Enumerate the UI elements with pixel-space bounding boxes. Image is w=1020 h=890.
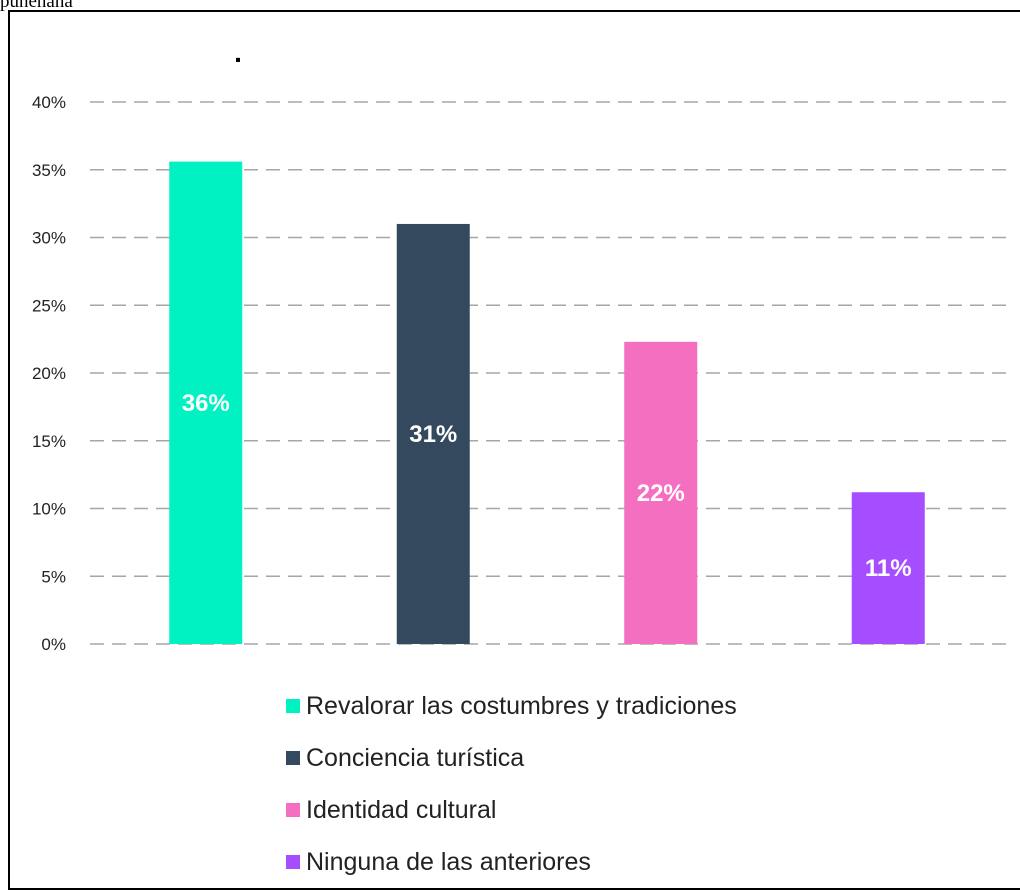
- y-tick-label: 35%: [32, 161, 66, 180]
- legend-label: Ninguna de las anteriores: [306, 847, 591, 876]
- legend-swatch: [286, 803, 300, 817]
- bars: [169, 161, 925, 644]
- legend-item: Conciencia turística: [286, 732, 737, 784]
- y-tick-label: 5%: [41, 567, 66, 586]
- y-tick-label: 30%: [32, 229, 66, 248]
- legend-label: Identidad cultural: [306, 795, 497, 824]
- legend-item: Identidad cultural: [286, 784, 737, 836]
- legend-swatch: [286, 751, 300, 765]
- legend-swatch: [286, 699, 300, 713]
- y-axis-ticks: 0% 5% 10% 15% 20% 25% 30% 35% 40%: [32, 93, 66, 654]
- y-tick-label: 0%: [41, 635, 66, 654]
- bar: [624, 341, 698, 644]
- legend-item: Revalorar las costumbres y tradiciones: [286, 680, 737, 732]
- legend-label: Conciencia turística: [306, 743, 525, 772]
- y-tick-label: 40%: [32, 93, 66, 112]
- bar: [396, 223, 470, 644]
- y-tick-label: 25%: [32, 296, 66, 315]
- y-tick-label: 20%: [32, 364, 66, 383]
- legend-label: Revalorar las costumbres y tradiciones: [306, 691, 737, 720]
- data-label: 31%: [409, 421, 457, 448]
- bar: [169, 161, 243, 644]
- data-labels: 36% 31% 22% 11%: [182, 390, 912, 582]
- y-tick-label: 15%: [32, 432, 66, 451]
- data-label: 36%: [182, 390, 230, 417]
- data-label: 11%: [865, 555, 912, 582]
- chart-title: .: [234, 37, 242, 68]
- cut-off-caption: puneñana: [0, 0, 73, 12]
- legend-swatch: [286, 855, 300, 869]
- y-tick-label: 10%: [32, 500, 66, 519]
- data-label: 22%: [637, 480, 685, 507]
- legend: Revalorar las costumbres y tradiciones Co…: [286, 680, 737, 888]
- legend-item: Ninguna de las anteriores: [286, 836, 737, 888]
- bar: [851, 492, 925, 644]
